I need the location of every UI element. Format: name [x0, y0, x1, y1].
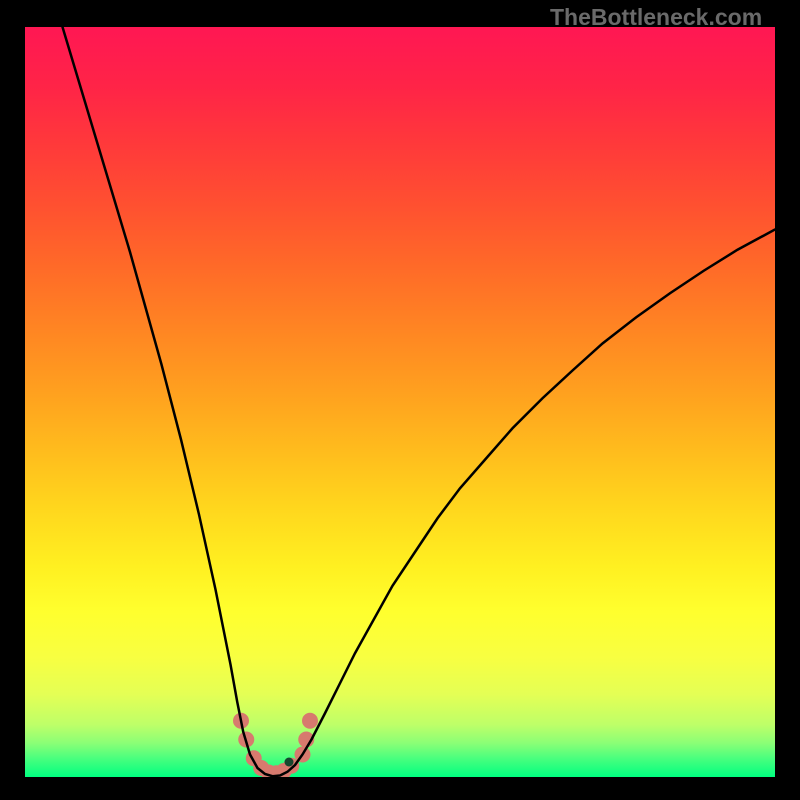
chart-container: TheBottleneck.com	[0, 0, 800, 800]
chart-svg	[25, 27, 775, 777]
gradient-background	[25, 27, 775, 777]
marker-dot	[302, 713, 318, 729]
watermark-text: TheBottleneck.com	[550, 4, 762, 31]
plot-area	[25, 27, 775, 777]
min-marker	[285, 758, 294, 767]
